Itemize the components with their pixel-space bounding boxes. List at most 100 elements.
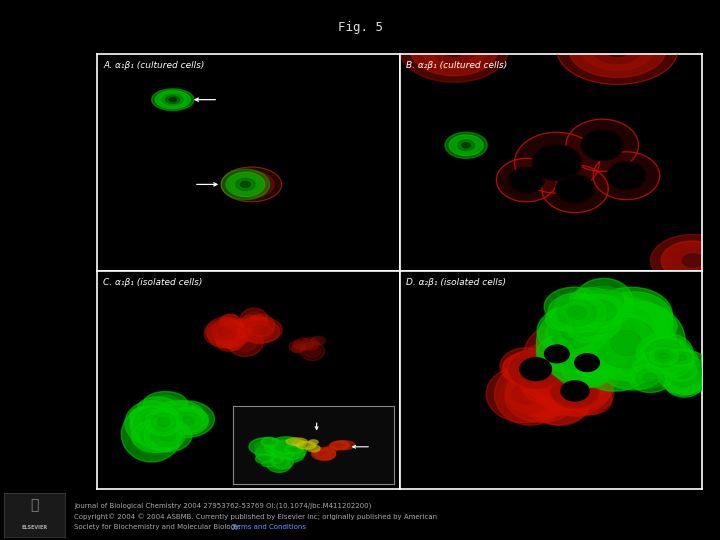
- Polygon shape: [508, 354, 542, 379]
- Polygon shape: [622, 359, 644, 375]
- Polygon shape: [125, 401, 179, 446]
- Polygon shape: [220, 333, 242, 345]
- Polygon shape: [676, 355, 687, 361]
- Polygon shape: [589, 307, 606, 320]
- Polygon shape: [559, 362, 577, 375]
- Polygon shape: [683, 254, 703, 267]
- Polygon shape: [523, 361, 567, 389]
- Polygon shape: [162, 94, 184, 105]
- Polygon shape: [649, 347, 679, 365]
- Polygon shape: [274, 446, 305, 462]
- Polygon shape: [540, 373, 562, 386]
- Polygon shape: [631, 325, 647, 334]
- Polygon shape: [136, 410, 156, 427]
- Polygon shape: [316, 339, 321, 342]
- Polygon shape: [567, 306, 587, 320]
- Polygon shape: [611, 352, 655, 382]
- Polygon shape: [516, 355, 545, 372]
- Polygon shape: [636, 333, 693, 374]
- Text: ELSEVIER: ELSEVIER: [21, 525, 48, 530]
- Polygon shape: [551, 336, 611, 372]
- Polygon shape: [546, 307, 636, 365]
- Polygon shape: [604, 296, 659, 333]
- Polygon shape: [273, 457, 293, 469]
- Polygon shape: [588, 335, 617, 357]
- Polygon shape: [338, 444, 347, 447]
- Polygon shape: [680, 377, 693, 386]
- Polygon shape: [629, 364, 672, 393]
- Polygon shape: [575, 278, 633, 324]
- Polygon shape: [602, 325, 675, 383]
- Polygon shape: [562, 370, 595, 393]
- Polygon shape: [566, 307, 608, 342]
- Polygon shape: [534, 381, 580, 416]
- Polygon shape: [231, 340, 238, 345]
- Polygon shape: [141, 412, 166, 425]
- Polygon shape: [253, 318, 270, 333]
- Polygon shape: [594, 294, 613, 309]
- Polygon shape: [543, 348, 608, 404]
- Polygon shape: [300, 443, 312, 448]
- Polygon shape: [665, 349, 698, 367]
- Polygon shape: [643, 373, 657, 383]
- Polygon shape: [500, 348, 551, 385]
- Polygon shape: [160, 430, 176, 441]
- Polygon shape: [244, 180, 259, 189]
- Polygon shape: [336, 444, 342, 447]
- Polygon shape: [152, 425, 184, 447]
- Polygon shape: [212, 324, 242, 343]
- Polygon shape: [140, 413, 151, 418]
- Polygon shape: [134, 408, 170, 438]
- Polygon shape: [566, 373, 589, 392]
- Polygon shape: [587, 314, 622, 345]
- Polygon shape: [586, 346, 605, 360]
- Polygon shape: [285, 446, 303, 454]
- Polygon shape: [517, 360, 534, 373]
- Polygon shape: [286, 438, 307, 446]
- Polygon shape: [515, 356, 566, 382]
- Polygon shape: [572, 349, 594, 368]
- Polygon shape: [548, 293, 606, 333]
- Polygon shape: [150, 395, 180, 411]
- Polygon shape: [228, 338, 240, 347]
- Polygon shape: [554, 294, 595, 319]
- Polygon shape: [572, 295, 624, 332]
- Polygon shape: [550, 386, 572, 406]
- Polygon shape: [620, 334, 669, 376]
- Polygon shape: [138, 397, 176, 417]
- Polygon shape: [549, 345, 576, 368]
- Polygon shape: [587, 334, 643, 380]
- Polygon shape: [624, 321, 655, 339]
- Polygon shape: [152, 89, 194, 111]
- Polygon shape: [228, 328, 264, 356]
- Polygon shape: [410, 24, 498, 76]
- Polygon shape: [276, 459, 290, 467]
- Polygon shape: [583, 325, 610, 348]
- Polygon shape: [233, 333, 257, 352]
- Polygon shape: [677, 367, 687, 374]
- Polygon shape: [508, 349, 563, 389]
- Polygon shape: [569, 22, 666, 77]
- Polygon shape: [324, 446, 338, 453]
- Polygon shape: [581, 313, 611, 333]
- Polygon shape: [149, 417, 171, 433]
- Polygon shape: [141, 414, 151, 423]
- Polygon shape: [580, 300, 616, 322]
- Polygon shape: [262, 461, 275, 467]
- Polygon shape: [266, 463, 271, 465]
- Polygon shape: [237, 317, 282, 342]
- Polygon shape: [647, 359, 657, 366]
- Polygon shape: [638, 361, 657, 371]
- Polygon shape: [590, 315, 606, 328]
- Polygon shape: [223, 319, 253, 343]
- Polygon shape: [661, 241, 720, 280]
- Polygon shape: [675, 364, 693, 379]
- Polygon shape: [528, 362, 553, 375]
- Polygon shape: [674, 373, 701, 390]
- Polygon shape: [269, 443, 289, 453]
- Polygon shape: [312, 448, 336, 460]
- Polygon shape: [311, 336, 325, 345]
- Polygon shape: [330, 441, 355, 450]
- Polygon shape: [658, 348, 675, 359]
- Polygon shape: [280, 442, 292, 448]
